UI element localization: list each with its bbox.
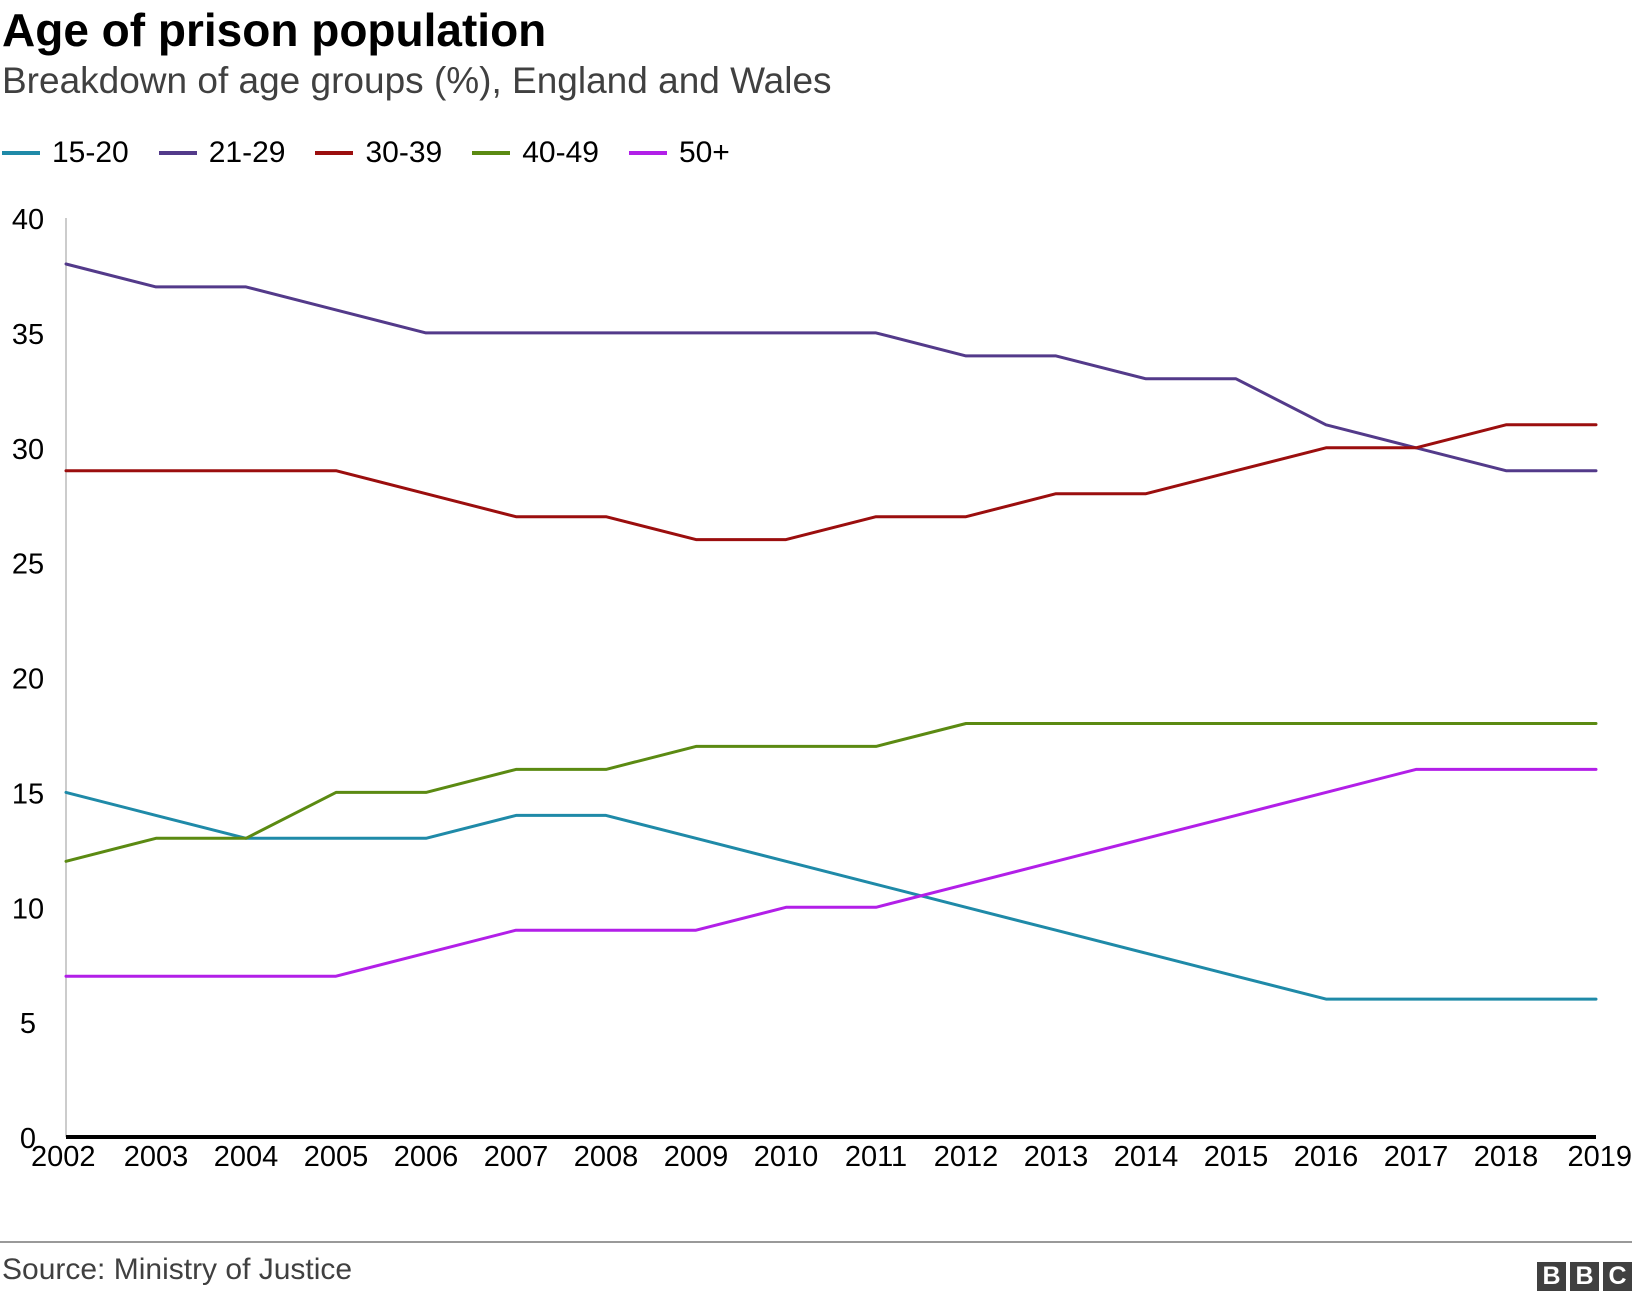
legend-swatch — [158, 151, 197, 155]
legend-label: 21-29 — [208, 136, 286, 169]
x-tick-label: 2005 — [304, 1141, 369, 1173]
x-tick-label: 2014 — [1114, 1141, 1179, 1173]
legend-label: 50+ — [678, 136, 730, 169]
line-chart: 0 5 10 15 20 25 30 35 40 2002 2003 2004 2005 2006 2007… — [12, 204, 1632, 1173]
x-tick-label: 2013 — [1024, 1141, 1089, 1173]
footer-divider — [0, 1241, 1632, 1243]
legend-label: 30-39 — [365, 136, 443, 169]
x-tick-label: 2018 — [1474, 1141, 1539, 1173]
y-tick-label: 25 — [12, 549, 44, 581]
source-note: Source: Ministry of Justice — [2, 1253, 353, 1286]
series-line-40-49 — [64, 722, 1598, 863]
x-tick-label: 2017 — [1384, 1141, 1449, 1173]
legend-label: 15-20 — [52, 136, 129, 169]
x-tick-label: 2019 — [1567, 1141, 1632, 1173]
legend-swatch — [315, 151, 354, 155]
bbc-logo: B B C — [1533, 1262, 1632, 1291]
chart-title: Age of prison population — [2, 4, 547, 56]
y-tick-label: 10 — [12, 893, 44, 925]
series-line-50+ — [64, 767, 1598, 978]
x-tick-label: 2016 — [1294, 1141, 1359, 1173]
x-tick-label: 2009 — [664, 1141, 729, 1173]
chart-subtitle: Breakdown of age groups (%), England and… — [2, 60, 832, 101]
series-line-30-39 — [64, 423, 1598, 542]
x-tick-label: 2010 — [754, 1141, 819, 1173]
legend-item: 30-39 — [315, 133, 442, 173]
x-tick-label: 2015 — [1204, 1141, 1269, 1173]
bbc-logo-letter: B — [1537, 1262, 1566, 1291]
y-tick-label: 30 — [12, 434, 44, 466]
x-tick-label: 2006 — [394, 1141, 459, 1173]
legend-swatch — [628, 151, 667, 155]
x-tick-label: 2012 — [934, 1141, 999, 1173]
legend-label: 40-49 — [522, 136, 599, 169]
legend-item: 15-20 — [2, 133, 129, 173]
series-line-21-29 — [64, 262, 1598, 473]
y-tick-label: 40 — [12, 204, 44, 236]
legend-item: 21-29 — [158, 133, 286, 173]
series-line-15-20 — [64, 790, 1598, 1001]
x-tick-label: 2008 — [574, 1141, 639, 1173]
x-tick-label: 2003 — [124, 1141, 189, 1173]
x-tick-label: 2002 — [31, 1141, 96, 1173]
chart-legend: 15-20 21-29 30-39 40-49 50+ — [2, 131, 760, 175]
legend-swatch — [2, 151, 40, 155]
x-tick-label: 2007 — [484, 1141, 549, 1173]
x-tick-label: 2004 — [214, 1141, 279, 1173]
legend-swatch — [472, 151, 511, 155]
bbc-logo-letter: C — [1603, 1262, 1632, 1291]
y-tick-label: 0 — [20, 1123, 36, 1155]
y-tick-label: 15 — [12, 778, 44, 810]
x-tick-label: 2011 — [845, 1141, 907, 1173]
y-tick-label: 20 — [12, 664, 44, 696]
y-tick-label: 5 — [20, 1008, 36, 1040]
y-tick-label: 35 — [12, 319, 44, 351]
bbc-logo-letter: B — [1570, 1262, 1599, 1291]
legend-item: 50+ — [628, 133, 730, 173]
legend-item: 40-49 — [472, 133, 599, 173]
